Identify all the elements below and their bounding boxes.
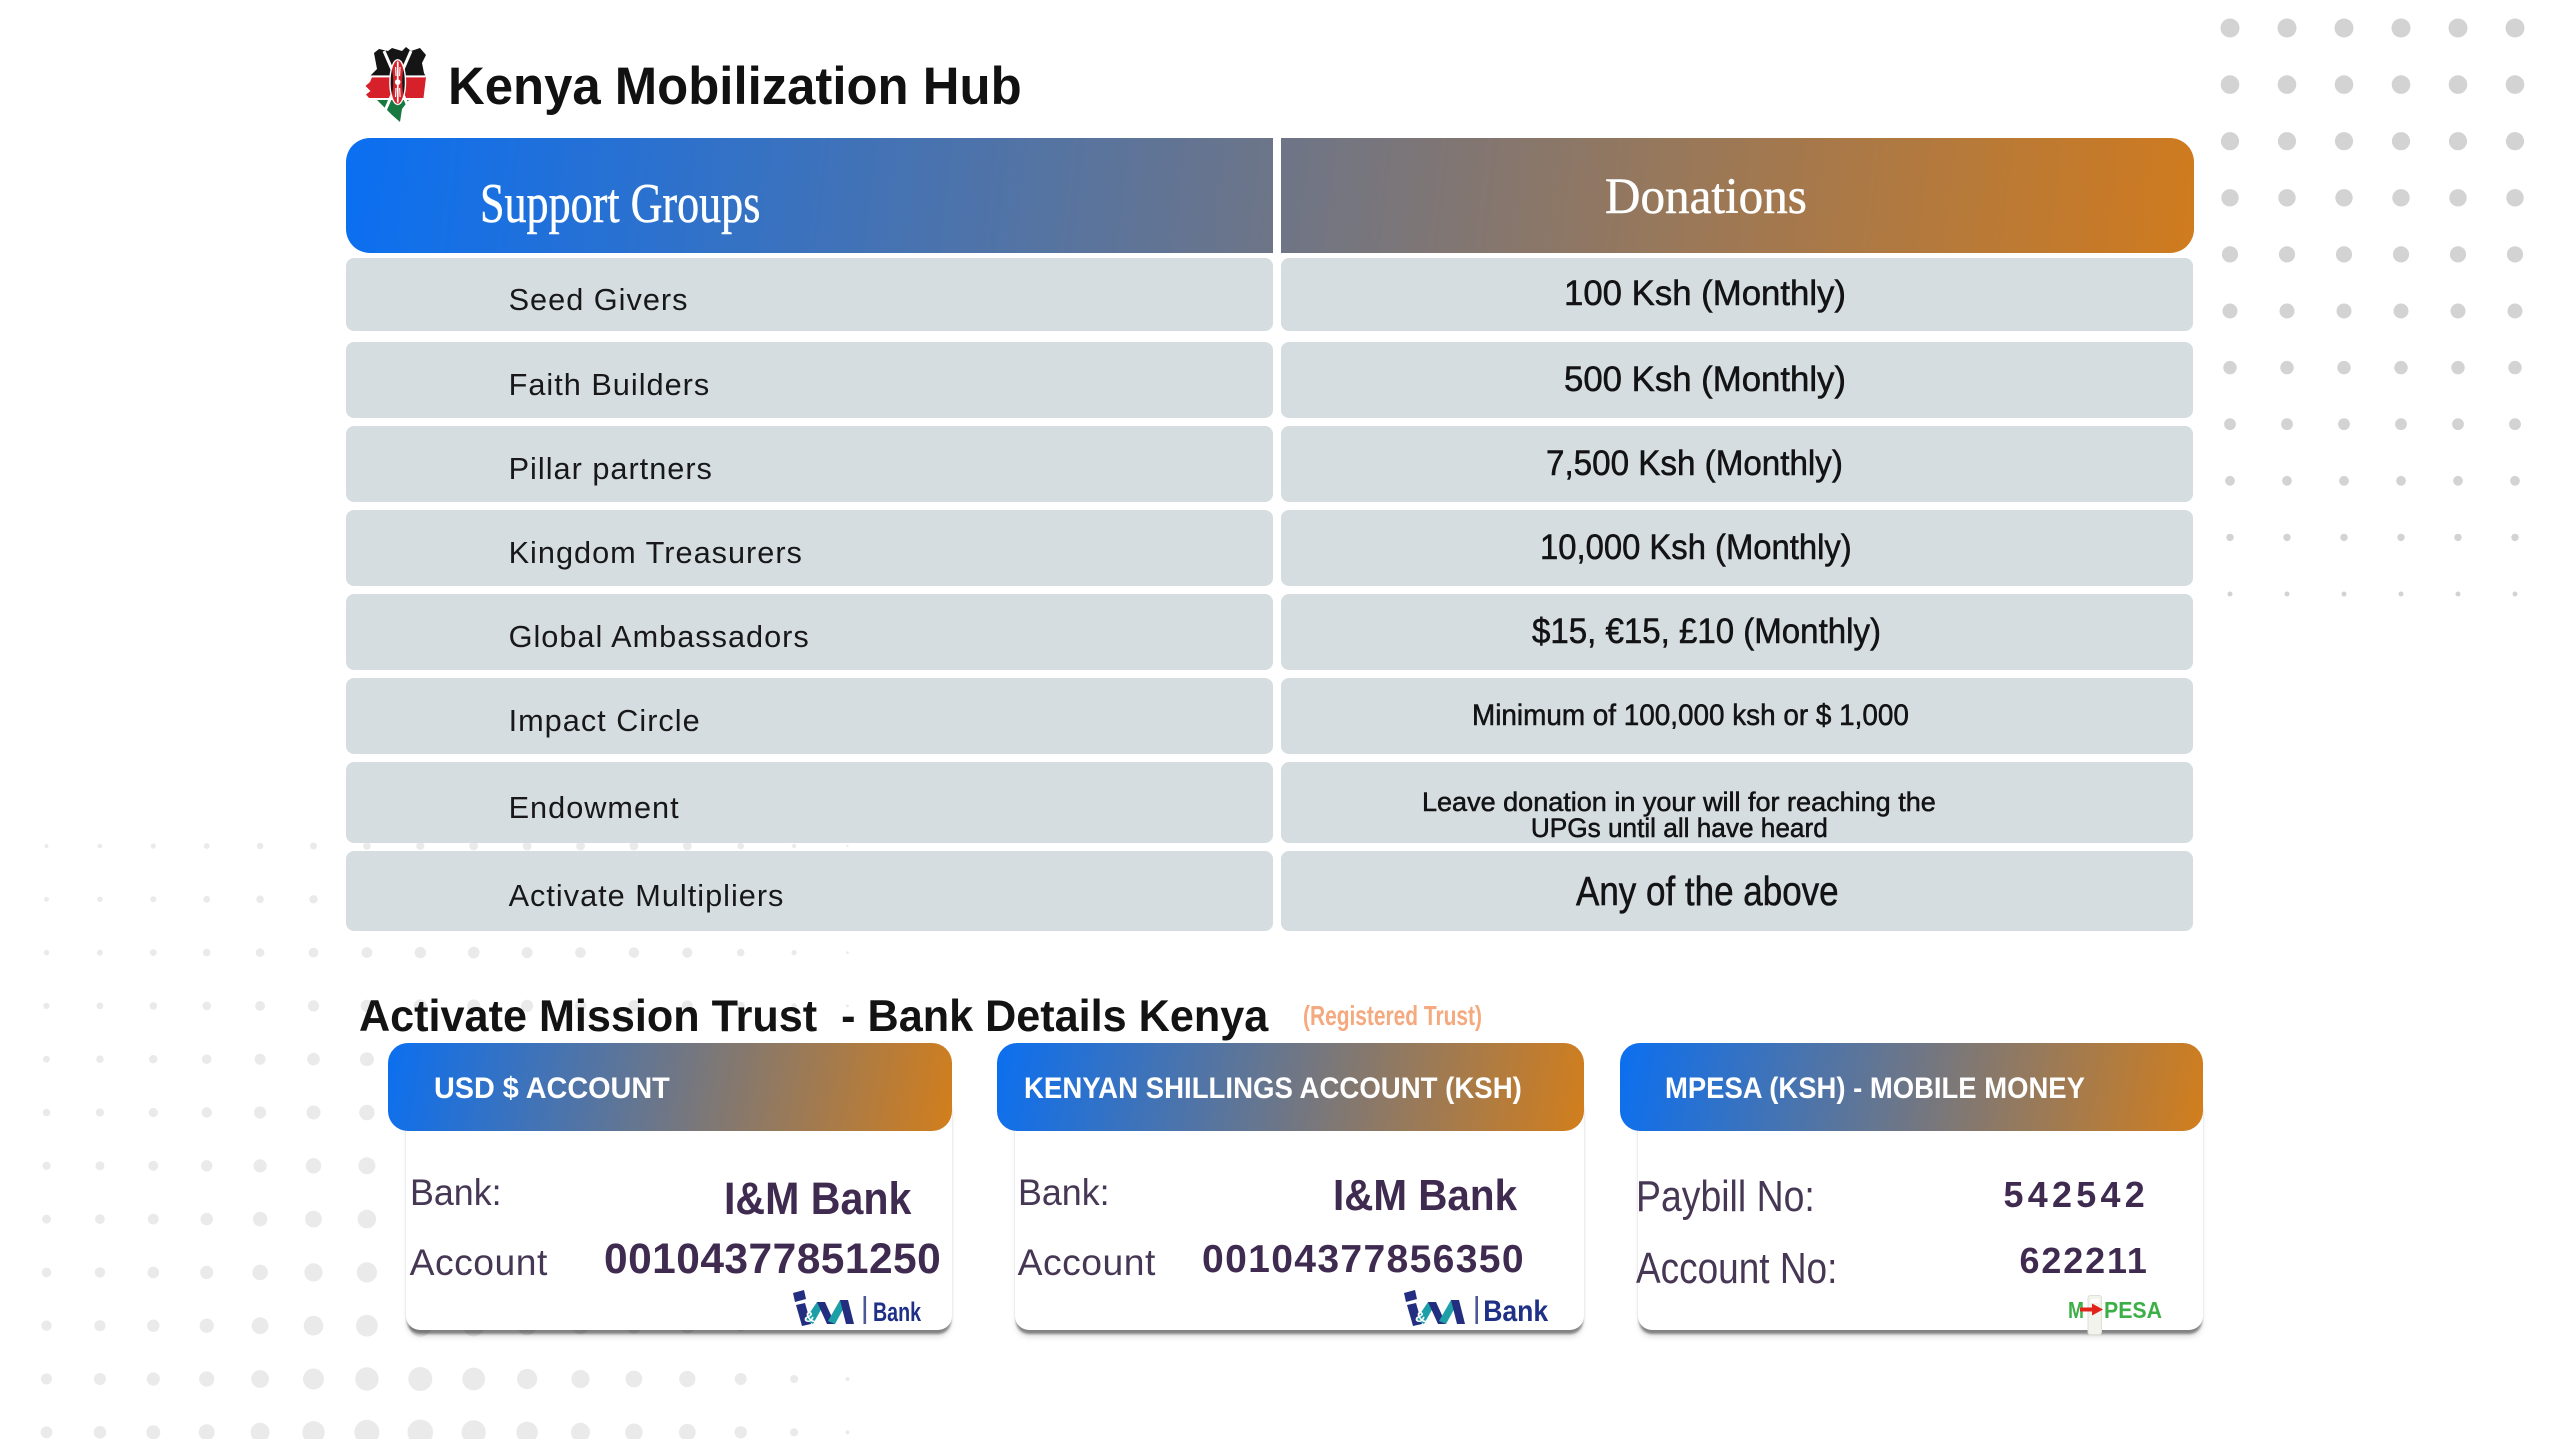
svg-text:Bank: Bank — [1483, 1295, 1549, 1328]
svg-text:M: M — [2068, 1297, 2084, 1323]
svg-text:Bank: Bank — [873, 1297, 922, 1327]
svg-text:&: & — [1415, 1309, 1426, 1326]
svg-text:PESA: PESA — [2104, 1297, 2162, 1323]
svg-text:&: & — [804, 1309, 815, 1326]
